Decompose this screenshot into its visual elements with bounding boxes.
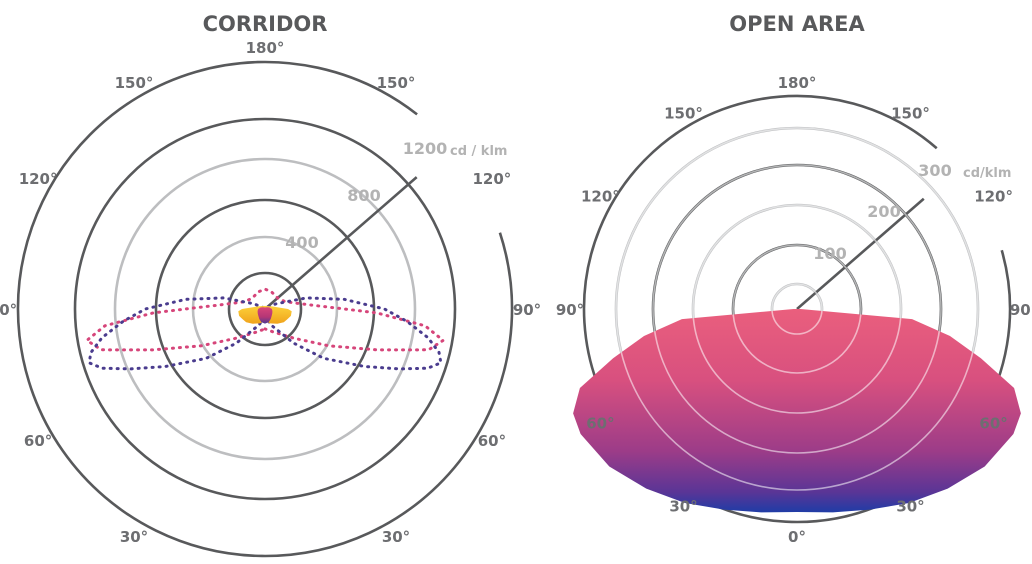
- distribution-curve: [257, 307, 273, 324]
- angle-label: 150°: [115, 74, 154, 92]
- angle-label: 90°: [1010, 301, 1032, 319]
- open-area-polar-chart: OPEN AREA 100 200 300 cd/klm 0° 30° 30° 60° 60°…: [556, 12, 1032, 546]
- grid-ring: [227, 271, 303, 347]
- angle-label: 120°: [581, 188, 620, 206]
- grid-ring-overlay: [615, 127, 979, 491]
- radial-tick-label: 100: [813, 244, 846, 263]
- grid-ring: [73, 117, 457, 501]
- distribution-curve: [573, 309, 1021, 513]
- radial-tick-label: 1200: [403, 139, 448, 158]
- grid-rings: [16, 60, 514, 558]
- radial-tick-labels: 400 800 1200 cd / klm: [285, 139, 507, 252]
- grid-ring-overlay: [652, 164, 942, 454]
- chart-title: CORRIDOR: [203, 12, 328, 36]
- radial-axis: [796, 197, 925, 310]
- distribution-curve: [87, 296, 443, 371]
- outer-ring: [16, 60, 514, 558]
- angle-label: 0°: [788, 528, 806, 546]
- angle-label: 90°: [0, 301, 17, 319]
- angle-label: 90°: [556, 301, 584, 319]
- radial-tick-label: 400: [285, 233, 318, 252]
- angle-label: 120°: [472, 170, 511, 188]
- angle-label: 60°: [478, 432, 506, 450]
- grid-ring: [113, 157, 417, 461]
- unit-label: cd / klm: [450, 144, 507, 159]
- radial-tick-label: 800: [347, 186, 380, 205]
- angle-label: 30°: [669, 498, 697, 516]
- grid-ring-overlay: [732, 244, 862, 374]
- grid-ring-overlay: [692, 204, 902, 414]
- angle-label: 60°: [24, 432, 52, 450]
- chart-title: OPEN AREA: [729, 12, 865, 36]
- radial-tick-labels: 100 200 300 cd/klm: [813, 161, 1011, 263]
- angle-label: 30°: [896, 498, 924, 516]
- angle-label: 60°: [979, 415, 1007, 433]
- angle-label: 30°: [382, 528, 410, 546]
- angle-label: 180°: [246, 39, 285, 57]
- radial-tick-label: 200: [867, 202, 900, 221]
- angle-label: 30°: [120, 528, 148, 546]
- angle-label: 150°: [891, 104, 930, 122]
- angle-label: 120°: [974, 188, 1013, 206]
- radial-tick-label: 300: [918, 161, 951, 180]
- unit-label: cd/klm: [963, 166, 1011, 181]
- angle-label: 120°: [19, 170, 58, 188]
- grid-ring: [154, 198, 376, 420]
- angle-label: 90°: [513, 301, 541, 319]
- angle-label: 150°: [664, 104, 703, 122]
- angle-labels: 0°30°30°60°60°90°90°120°120°150°150°180°: [0, 39, 541, 564]
- distribution-curves: [573, 127, 1021, 513]
- angle-label: 150°: [377, 74, 416, 92]
- distribution-curve: [85, 287, 445, 352]
- angle-label: 60°: [586, 415, 614, 433]
- angle-label: 180°: [778, 74, 817, 92]
- grid-ring-overlay: [771, 283, 823, 335]
- angle-labels: 0° 30° 30° 60° 60° 90° 90° 120° 120° 150° 150° 180°: [556, 74, 1032, 546]
- distribution-curves: [85, 287, 445, 371]
- radial-axis: [264, 176, 418, 310]
